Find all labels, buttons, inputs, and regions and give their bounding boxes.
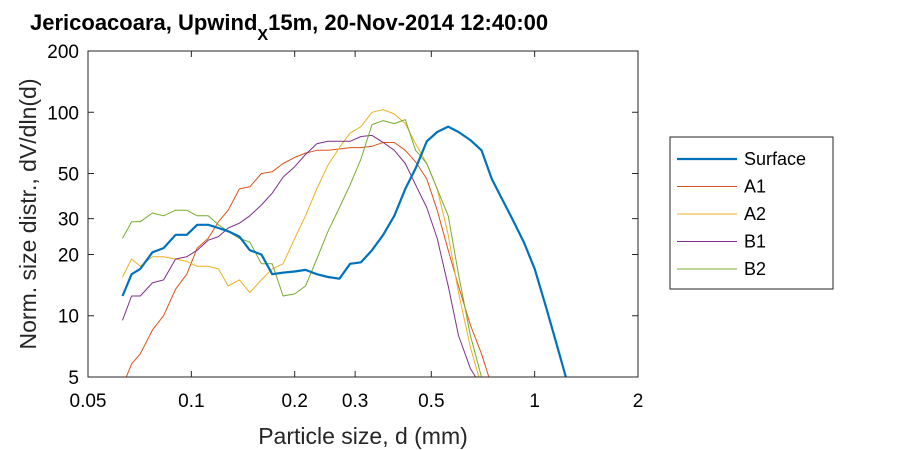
y-tick-label: 50 bbox=[58, 165, 79, 186]
series-layer bbox=[121, 109, 567, 377]
chart-title-part2: 15m, 20-Nov-2014 12:40:00 bbox=[268, 10, 548, 35]
series-line-b1 bbox=[122, 134, 477, 377]
legend-label-a1: A1 bbox=[744, 177, 766, 197]
y-tick-label: 5 bbox=[68, 368, 79, 389]
legend-label-surface: Surface bbox=[744, 149, 806, 169]
legend-label-b2: B2 bbox=[744, 259, 766, 279]
series-line-a1 bbox=[125, 142, 490, 377]
plot-background bbox=[88, 51, 638, 377]
x-axis-label: Particle size, d (mm) bbox=[258, 423, 468, 449]
legend-items: Surface A1 A2 B1 B2 bbox=[677, 149, 806, 279]
x-tick-label: 0.2 bbox=[281, 391, 307, 412]
x-tick-label: 0.05 bbox=[70, 391, 107, 412]
legend-box bbox=[669, 136, 834, 290]
legend-label-b1: B1 bbox=[744, 232, 766, 252]
y-tick-label: 30 bbox=[58, 210, 79, 231]
series-line-surface bbox=[121, 125, 567, 377]
y-tick-label: 10 bbox=[58, 307, 79, 328]
y-tick-label: 100 bbox=[47, 103, 79, 124]
x-tick-label: 1 bbox=[529, 391, 540, 412]
y-tick-label: 200 bbox=[47, 42, 79, 63]
plot-area: 0.05 0.1 0.2 0.3 0.5 1 2 5 10 20 30 50 100 200 bbox=[47, 42, 643, 412]
chart-title-subscript: X bbox=[257, 27, 268, 44]
y-tick-label: 20 bbox=[58, 245, 79, 266]
axis-ticks: 0.05 0.1 0.2 0.3 0.5 1 2 5 10 20 30 50 100 200 bbox=[47, 42, 643, 412]
x-tick-label: 2 bbox=[633, 391, 644, 412]
x-tick-label: 0.1 bbox=[178, 391, 204, 412]
chart-title-part1: Jericoacoara, Upwind bbox=[30, 10, 257, 35]
chart-title: Jericoacoara, UpwindX15m, 20-Nov-2014 12… bbox=[30, 10, 548, 44]
y-axis-label: Norm. size distr., dV/dln(d) bbox=[15, 79, 41, 350]
x-tick-label: 0.3 bbox=[342, 391, 368, 412]
legend-label-a2: A2 bbox=[744, 204, 766, 224]
x-tick-label: 0.5 bbox=[418, 391, 444, 412]
legend: Surface A1 A2 B1 B2 bbox=[669, 136, 834, 290]
plot-frame bbox=[87, 50, 639, 378]
